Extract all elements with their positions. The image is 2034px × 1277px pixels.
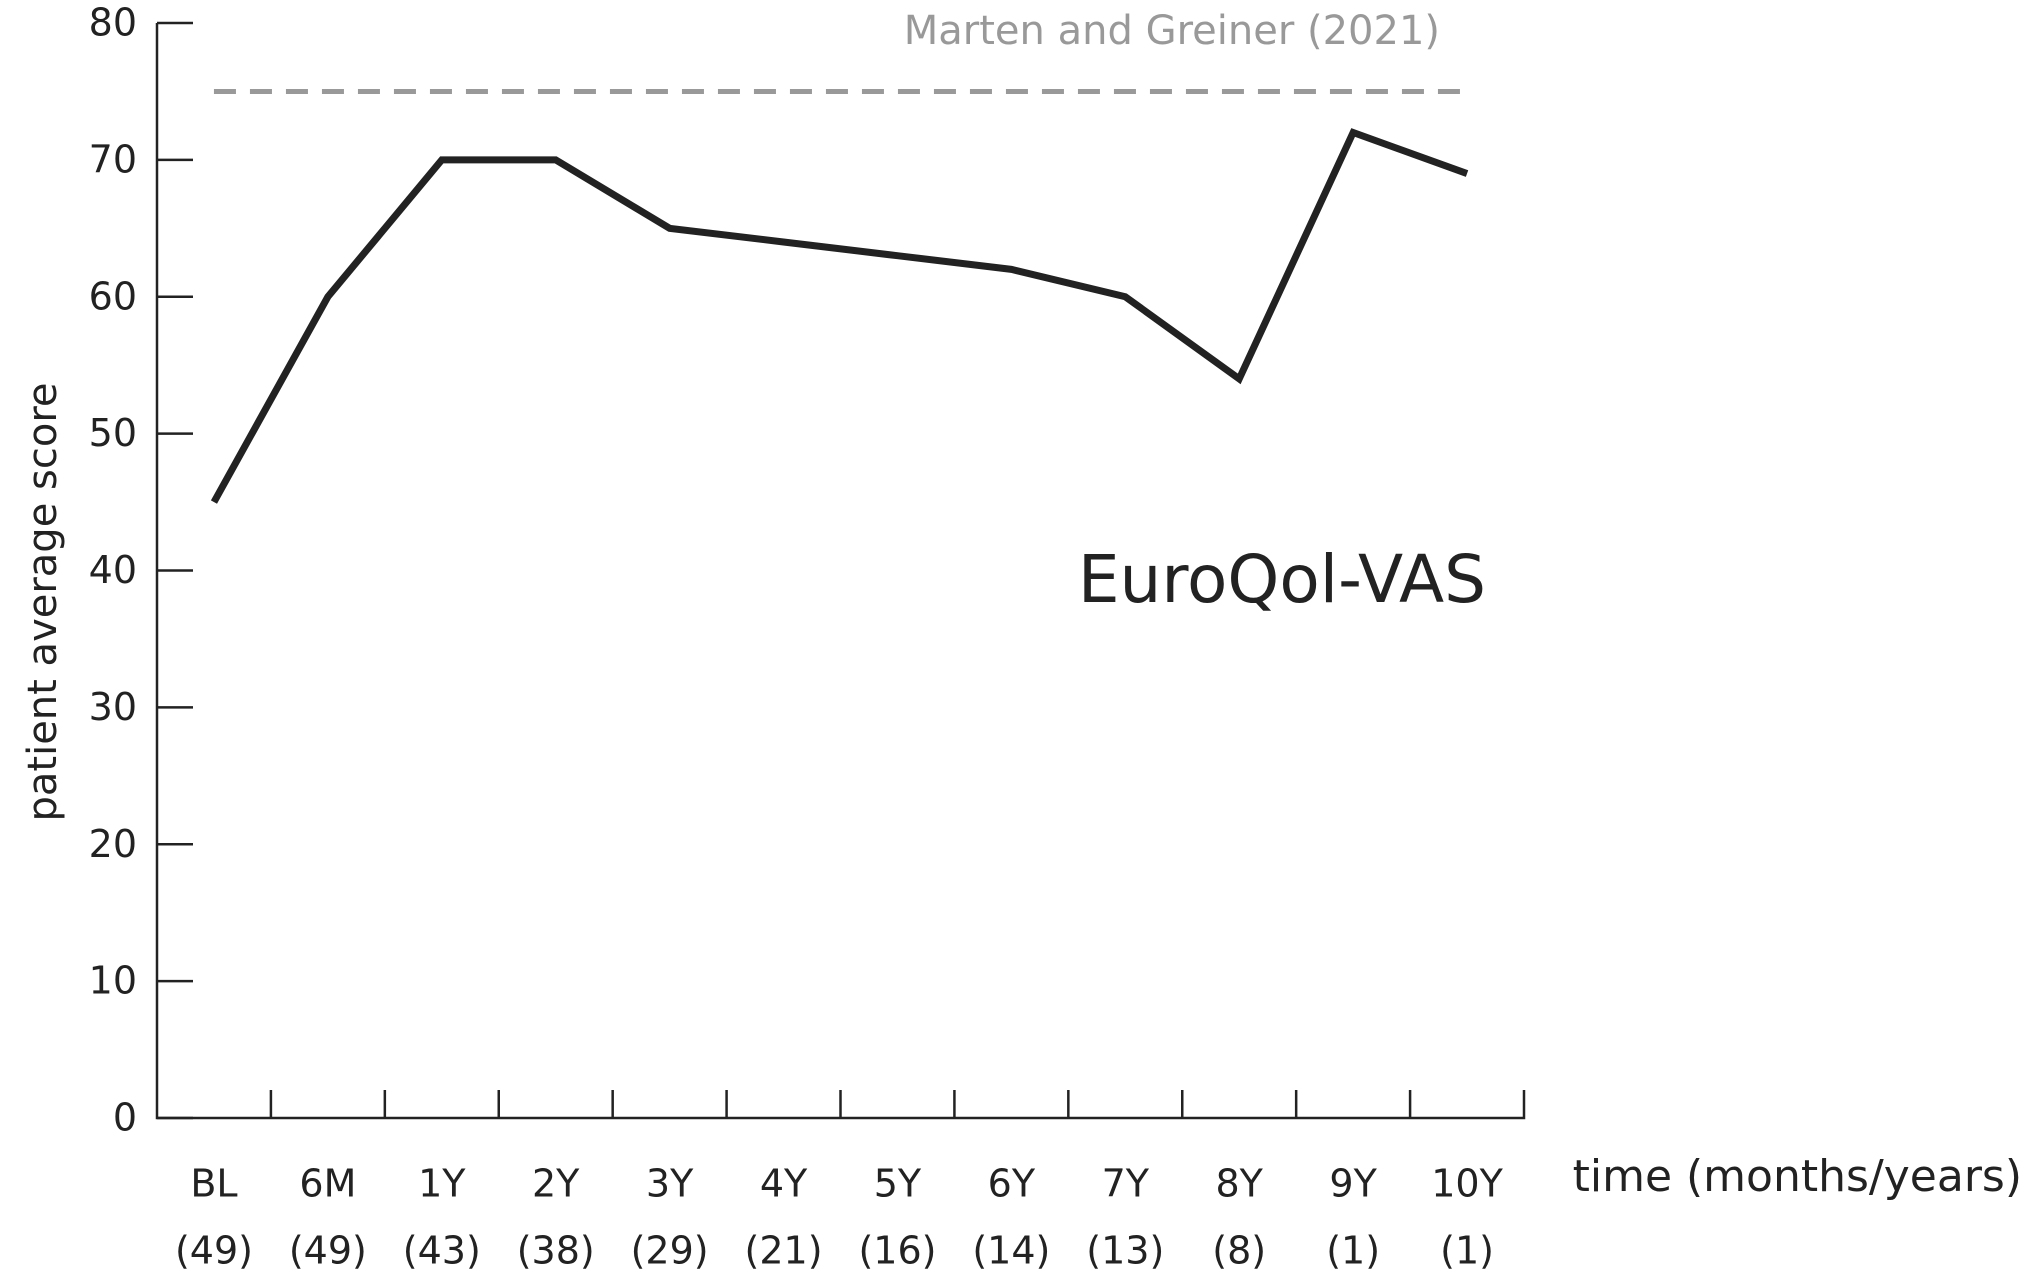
x-tick-label: 10Y bbox=[1431, 1162, 1503, 1206]
x-tick-label: 7Y bbox=[1102, 1162, 1150, 1206]
reference-label: Marten and Greiner (2021) bbox=[904, 8, 1440, 54]
y-tick-label: 30 bbox=[89, 685, 137, 729]
x-axis-label: time (months/years) bbox=[1573, 1151, 2022, 1202]
sample-size-label: (29) bbox=[631, 1229, 709, 1273]
sample-size-label: (13) bbox=[1086, 1229, 1164, 1273]
y-tick-label: 80 bbox=[89, 1, 137, 45]
x-tick-label: 1Y bbox=[418, 1162, 466, 1206]
x-tick-label: 5Y bbox=[874, 1162, 922, 1206]
sample-size-label: (16) bbox=[858, 1229, 936, 1273]
y-axis-label: patient average score bbox=[20, 382, 66, 821]
y-tick-label: 50 bbox=[89, 411, 137, 455]
sample-size-label: (49) bbox=[175, 1229, 253, 1273]
sample-size-label: (49) bbox=[289, 1229, 367, 1273]
x-tick-label: 9Y bbox=[1329, 1162, 1377, 1206]
series-label: EuroQol-VAS bbox=[1078, 541, 1486, 618]
sample-size-label: (8) bbox=[1212, 1229, 1266, 1273]
sample-size-label: (43) bbox=[403, 1229, 481, 1273]
y-tick-label: 60 bbox=[89, 274, 137, 318]
sample-size-label: (14) bbox=[972, 1229, 1050, 1273]
x-tick-label: 6Y bbox=[988, 1162, 1036, 1206]
y-tick-label: 70 bbox=[89, 137, 137, 181]
y-tick-label: 0 bbox=[113, 1096, 137, 1140]
sample-size-label: (1) bbox=[1326, 1229, 1380, 1273]
sample-size-label: (1) bbox=[1440, 1229, 1494, 1273]
series-line bbox=[210, 128, 1469, 504]
x-tick-label: 8Y bbox=[1216, 1162, 1264, 1206]
x-tick-label: 4Y bbox=[760, 1162, 808, 1206]
x-tick-label: 3Y bbox=[646, 1162, 694, 1206]
sample-size-label: (21) bbox=[745, 1229, 823, 1273]
x-tick-label: 2Y bbox=[532, 1162, 580, 1206]
y-tick-label: 40 bbox=[89, 548, 137, 592]
sample-size-label: (38) bbox=[517, 1229, 595, 1273]
y-tick-label: 10 bbox=[89, 959, 137, 1003]
x-tick-label: 6M bbox=[299, 1162, 356, 1206]
x-tick-label: BL bbox=[190, 1162, 237, 1206]
y-tick-label: 20 bbox=[89, 822, 137, 866]
